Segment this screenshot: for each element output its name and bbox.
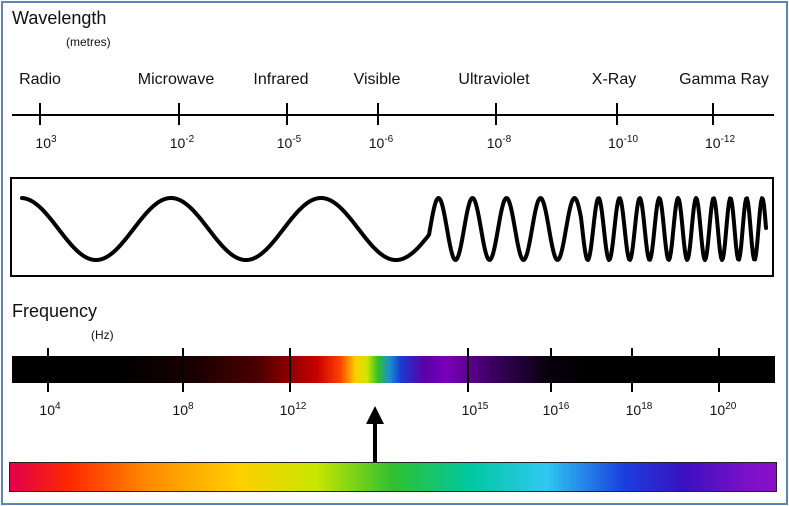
up-arrow-icon [366,406,384,424]
frequency-tick [550,348,552,392]
band-x-ray: X-Ray [591,71,637,88]
wavelength-tick-label: 10-12 [704,134,736,151]
frequency-unit: (Hz) [91,328,114,342]
frequency-tick [467,348,469,392]
frequency-tick-label: 108 [172,401,194,418]
wave-line [20,196,768,262]
wavelength-tick [495,103,497,125]
wavelength-tick-label: 103 [35,134,57,151]
band-ultraviolet: Ultraviolet [458,71,530,88]
frequency-tick-label: 1020 [709,401,737,418]
wave-illustration-box [10,177,774,277]
frequency-tick [47,348,49,392]
frequency-tick-label: 1015 [461,401,489,418]
visible-arrow-shaft [373,420,377,464]
band-microwave: Microwave [137,71,215,88]
frequency-tick-label: 104 [39,401,61,418]
wavelength-title: Wavelength [12,8,107,28]
frequency-tick-label: 1016 [542,401,570,418]
frequency-tick [631,348,633,392]
wavelength-tick [616,103,618,125]
wavelength-tick-label: 10-6 [368,134,394,151]
band-infrared: Infrared [253,71,309,88]
wavelength-tick-label: 10-5 [276,134,302,151]
wavelength-tick [178,103,180,125]
frequency-tick [182,348,184,392]
wave-illustration [20,196,768,262]
wavelength-tick [377,103,379,125]
frequency-tick [718,348,720,392]
frequency-title: Frequency [12,301,98,321]
wavelength-tick [39,103,41,125]
wavelength-tick [286,103,288,125]
wavelength-tick-label: 10-8 [486,134,512,151]
frequency-tick-label: 1018 [625,401,653,418]
frequency-tick-label: 1012 [279,401,307,418]
wavelength-tick [712,103,714,125]
wavelength-tick-label: 10-2 [169,134,195,151]
wavelength-tick-label: 10-10 [607,134,639,151]
visible-spectrum-bar [9,462,777,492]
band-radio: Radio [19,71,61,88]
frequency-tick [289,348,291,392]
wavelength-unit: (metres) [66,35,111,49]
band-visible: Visible [353,71,401,88]
wavelength-axis-line [12,114,774,116]
band-gamma-ray: Gamma Ray [679,71,769,88]
frequency-spectrum-bar [12,356,775,383]
